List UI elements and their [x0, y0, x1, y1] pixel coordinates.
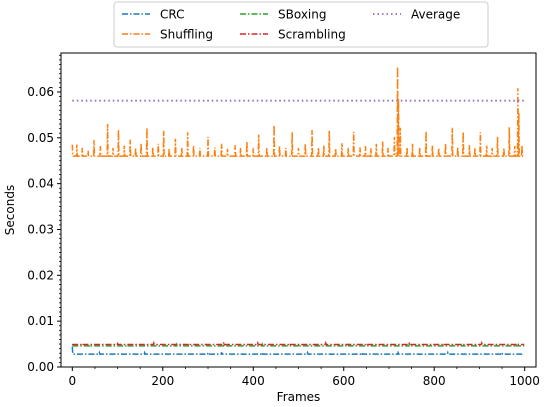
y-tick-label: 0.02	[27, 268, 54, 282]
y-tick-label: 0.00	[27, 360, 54, 374]
series-line-shuffling	[71, 66, 525, 157]
legend-box	[113, 1, 489, 48]
legend-label-average: Average	[411, 8, 460, 22]
series-line-crc	[71, 346, 525, 355]
x-tick-label: 600	[332, 374, 355, 388]
x-tick-label: 1000	[509, 374, 540, 388]
series-line-scrambling	[71, 340, 525, 346]
x-axis: 0 200 400 600 800 1000	[68, 367, 540, 388]
y-axis: 0.00 0.01 0.02 0.03 0.04 0.05 0.06	[27, 54, 61, 374]
y-axis-title: Seconds	[3, 185, 17, 235]
plot-lines	[71, 66, 525, 355]
x-tick-label: 0	[68, 374, 76, 388]
x-tick-label: 200	[151, 374, 174, 388]
x-tick-label: 400	[242, 374, 265, 388]
x-axis-title: Frames	[277, 390, 321, 404]
legend-label-crc: CRC	[160, 8, 185, 22]
y-tick-label: 0.01	[27, 314, 54, 328]
legend-label-sboxing: SBoxing	[278, 8, 326, 22]
legend: CRC Shuffling SBoxing Scrambling Average	[113, 1, 489, 48]
y-tick-label: 0.05	[27, 131, 54, 145]
y-tick-label: 0.06	[27, 85, 54, 99]
legend-label-shuffling: Shuffling	[160, 28, 213, 42]
x-tick-label: 800	[423, 374, 446, 388]
legend-label-scrambling: Scrambling	[278, 28, 346, 42]
y-tick-label: 0.03	[27, 222, 54, 236]
y-tick-label: 0.04	[27, 177, 54, 191]
